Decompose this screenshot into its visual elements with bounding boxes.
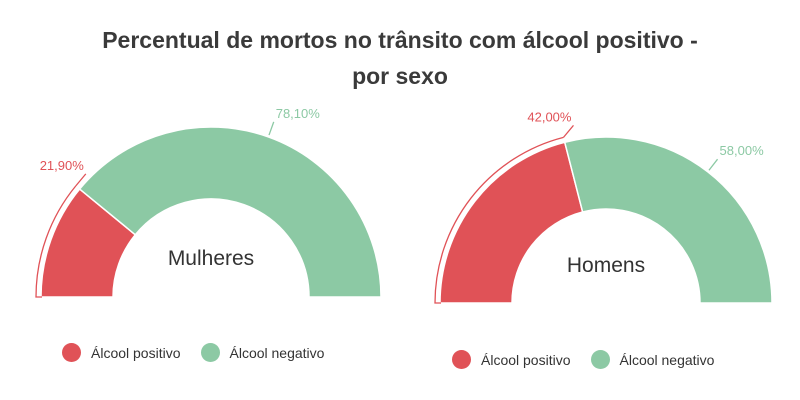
legend-swatch-negative xyxy=(200,343,220,362)
data-label-negative: 58,00% xyxy=(720,143,765,158)
gauge-segment-negative xyxy=(563,136,773,304)
legend-men: Álcool positivo Álcool negativo xyxy=(452,350,734,369)
data-label-leader-negative xyxy=(708,158,719,171)
data-label-leader-negative xyxy=(268,121,275,136)
legend-swatch-positive xyxy=(452,350,471,369)
legend-label-positive: Álcool positivo xyxy=(91,344,181,361)
data-label-leader-positive xyxy=(562,124,574,138)
chart-title-line-2: por sexo xyxy=(352,63,448,89)
legend-label-negative: Álcool negativo xyxy=(229,344,325,361)
gauge-segment-negative xyxy=(78,126,382,298)
legend-label-positive: Álcool positivo xyxy=(481,351,571,368)
legend-label-negative: Álcool negativo xyxy=(619,351,715,368)
legend-item-negative: Álcool negativo xyxy=(590,350,715,369)
legend-women: Álcool positivo Álcool negativo xyxy=(62,343,344,362)
gauge-segment-positive xyxy=(439,141,584,304)
legend-item-negative: Álcool negativo xyxy=(200,343,325,362)
data-label-positive: 21,90% xyxy=(40,158,85,173)
data-label-bracket-positive xyxy=(35,185,77,298)
data-label-leader-positive xyxy=(75,173,87,187)
chart-title-line-1: Percentual de mortos no trânsito com álc… xyxy=(102,27,698,53)
data-label-bracket-positive xyxy=(434,136,564,304)
data-label-positive: 42,00% xyxy=(527,109,572,124)
gauge-center-label: Homens xyxy=(567,254,645,277)
gauge-center-label: Mulheres xyxy=(168,247,254,270)
data-label-negative: 78,10% xyxy=(276,106,321,121)
legend-item-positive: Álcool positivo xyxy=(62,343,181,362)
legend-swatch-negative xyxy=(590,350,610,369)
legend-item-positive: Álcool positivo xyxy=(452,350,571,369)
legend-swatch-positive xyxy=(62,343,81,362)
